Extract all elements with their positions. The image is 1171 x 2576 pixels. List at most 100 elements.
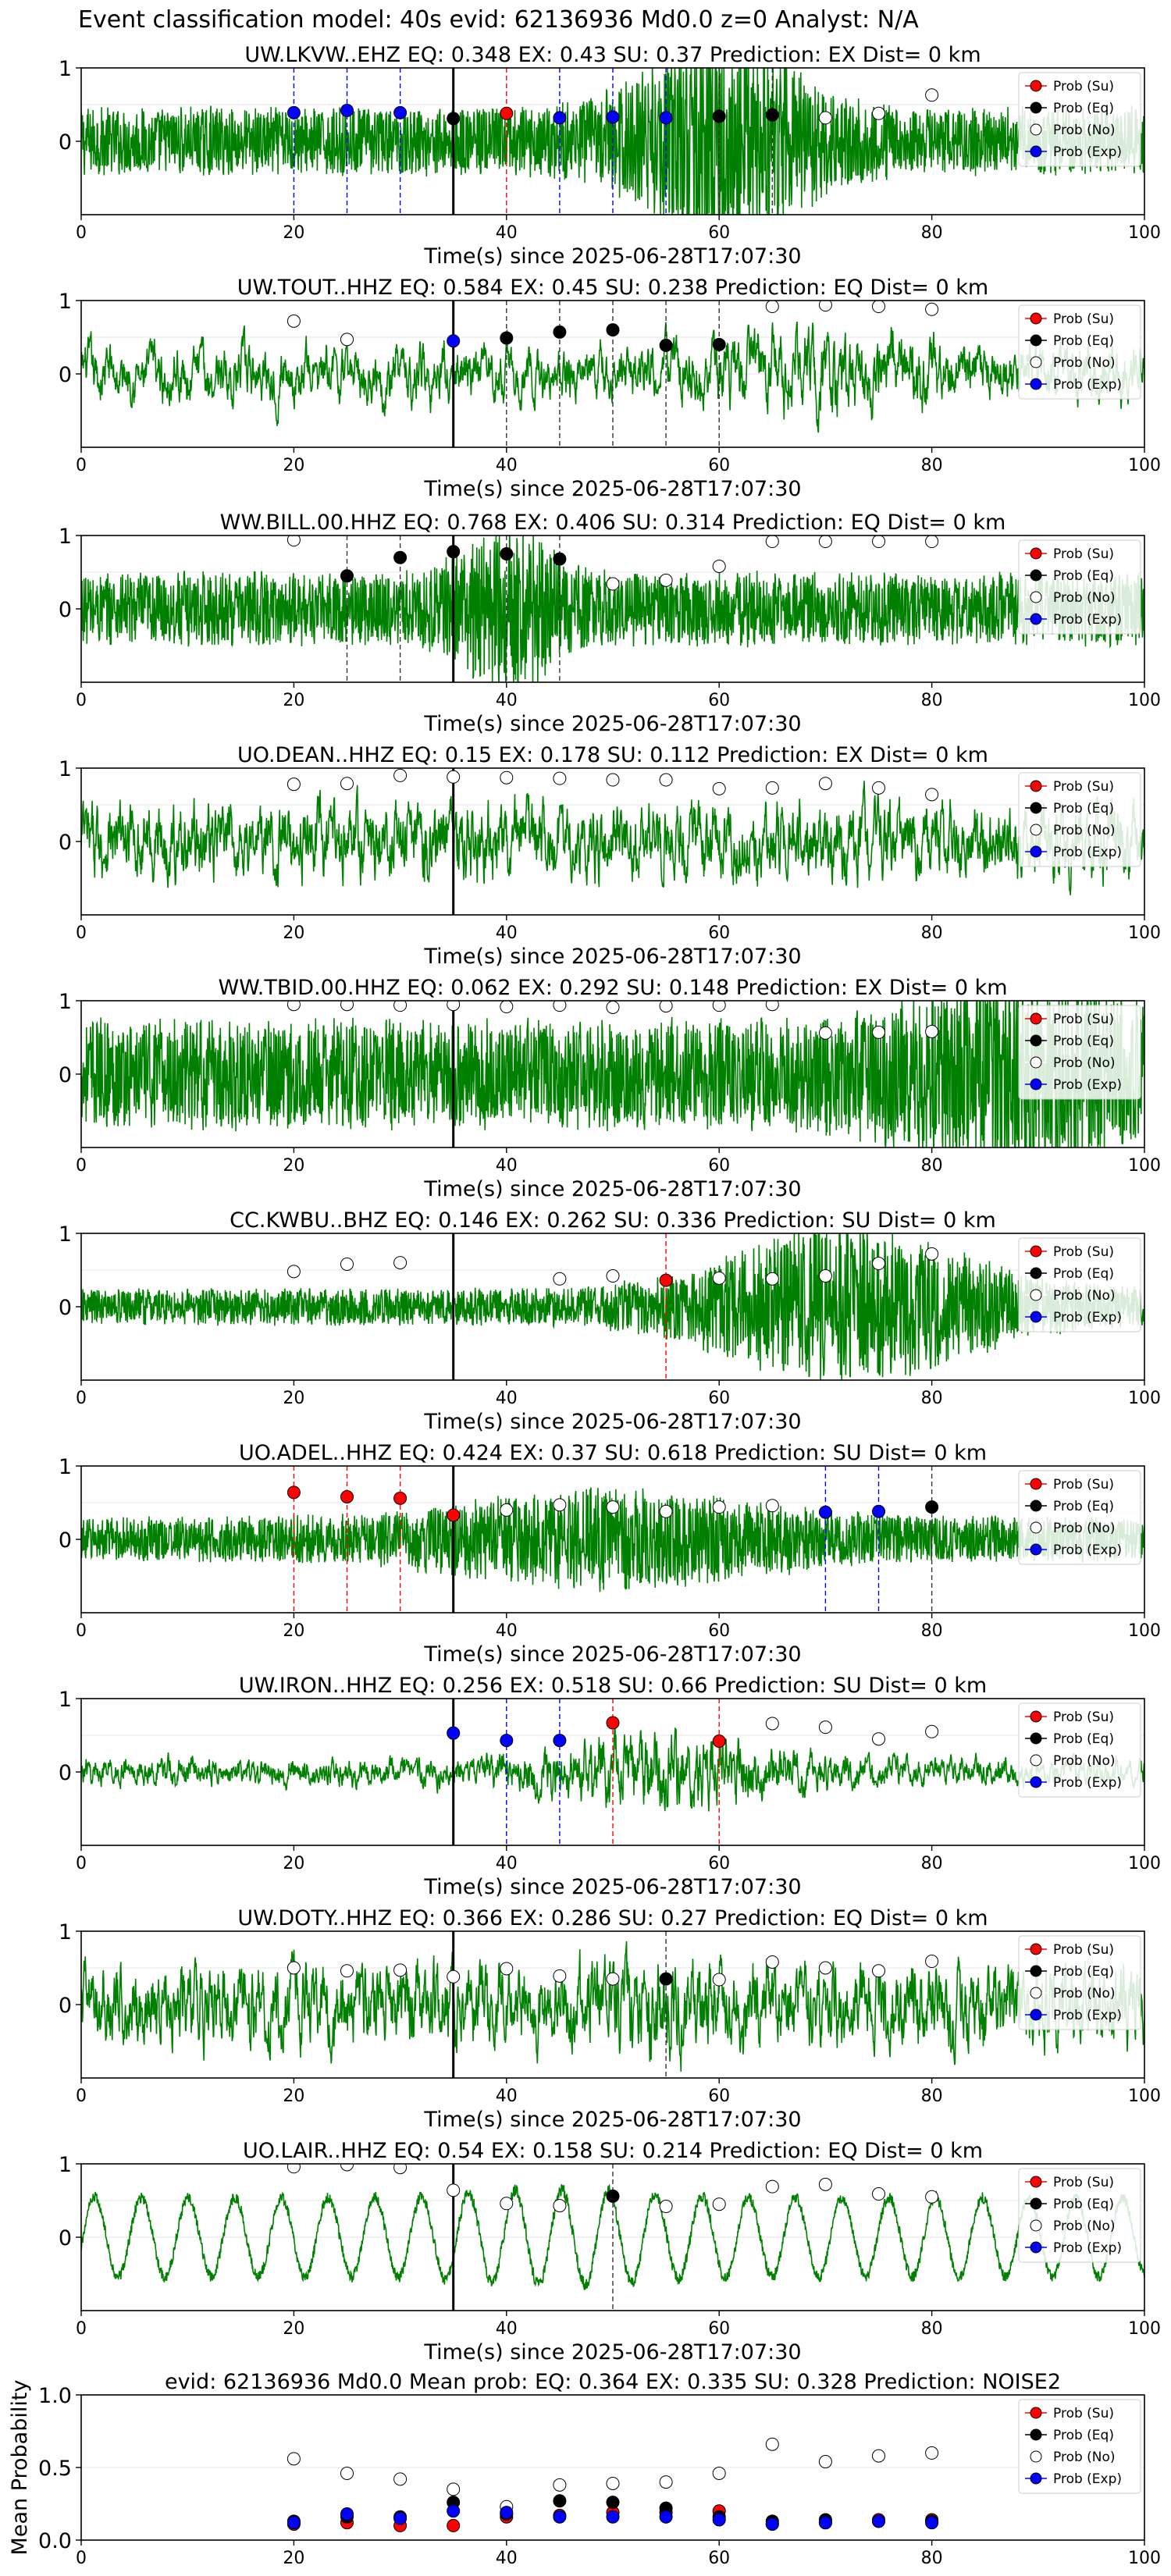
chart-title: CC.KWBU..BHZ EQ: 0.146 EX: 0.262 SU: 0.3… — [230, 1208, 996, 1233]
legend-marker-no — [1030, 1521, 1042, 1534]
plot-area — [81, 535, 1144, 682]
y-tick-label: 0 — [59, 831, 72, 855]
chart-panel-10: UO.LAIR..HHZ EQ: 0.54 EX: 0.158 SU: 0.21… — [59, 2139, 1161, 2364]
prob-point-eq — [393, 550, 408, 564]
legend: Prob (Su) Prob (Eq) Prob (No) Prob (Exp) — [1018, 2399, 1141, 2494]
chart-panel-2: UW.TOUT..HHZ EQ: 0.584 EX: 0.45 SU: 0.23… — [59, 276, 1161, 501]
legend-box — [1018, 1237, 1141, 1332]
waveform-trace — [81, 321, 1144, 433]
prob-point-no — [872, 1964, 885, 1978]
legend-label: Prob (Exp) — [1053, 612, 1122, 628]
prob-point-exp — [818, 1505, 832, 1519]
chart-title: UW.DOTY..HHZ EQ: 0.366 EX: 0.286 SU: 0.2… — [237, 1906, 988, 1930]
prob-point-eq — [606, 323, 620, 337]
legend-box — [1018, 539, 1141, 635]
legend-marker-eq — [1030, 569, 1042, 582]
x-tick-label: 80 — [921, 456, 943, 475]
plot-area — [81, 2164, 1144, 2311]
waveform-trace — [81, 1725, 1144, 1812]
x-tick-label: 60 — [708, 1389, 730, 1408]
prob-point-no — [765, 535, 779, 549]
legend-label: Prob (Exp) — [1053, 1775, 1122, 1791]
x-tick-label: 60 — [708, 923, 730, 943]
legend-label: Prob (Eq) — [1053, 1731, 1114, 1747]
y-tick-label: 0 — [59, 1296, 72, 1320]
x-tick-label: 80 — [921, 691, 943, 710]
x-tick-label: 60 — [708, 1621, 730, 1641]
chart-title: UW.LKVW..EHZ EQ: 0.348 EX: 0.43 SU: 0.37… — [244, 43, 981, 67]
prob-point-no — [765, 1955, 779, 1969]
prob-point-no — [393, 1001, 408, 1012]
legend-label: Prob (Eq) — [1053, 333, 1114, 349]
legend-box — [1018, 304, 1141, 400]
legend-marker-exp — [1030, 145, 1042, 158]
legend-marker-eq — [1030, 334, 1042, 347]
x-tick-label: 20 — [283, 223, 304, 243]
prob-point-no — [606, 577, 620, 591]
mean-point-no — [659, 2475, 673, 2489]
prob-point-no — [553, 1969, 567, 1983]
x-axis-label: Time(s) since 2025-06-28T17:07:30 — [423, 1642, 801, 1667]
prob-point-no — [553, 771, 567, 785]
legend-marker-no — [1030, 1056, 1042, 1069]
prob-point-eq — [553, 325, 567, 339]
chart-title: WW.BILL.00.HHZ EQ: 0.768 EX: 0.406 SU: 0… — [220, 511, 1006, 535]
mean-point-no — [287, 2452, 301, 2466]
prob-point-no — [447, 1001, 461, 1012]
legend: Prob (Su) Prob (Eq) Prob (No) Prob (Exp) — [1018, 1005, 1141, 1100]
x-tick-label: 0 — [76, 2319, 87, 2339]
y-tick-label: 1 — [59, 525, 72, 549]
y-tick-label: 0 — [59, 1761, 72, 1785]
chart-title: UO.ADEL..HHZ EQ: 0.424 EX: 0.37 SU: 0.61… — [239, 1441, 987, 1465]
mean-point-eq — [553, 2494, 567, 2508]
prob-point-no — [872, 1025, 885, 1039]
x-tick-label: 0 — [76, 1854, 87, 1873]
prob-point-no — [287, 1265, 301, 1279]
prob-point-no — [765, 301, 779, 314]
legend-label: Prob (Su) — [1053, 2175, 1114, 2190]
chart-title: evid: 62136936 Md0.0 Mean prob: EQ: 0.36… — [165, 2370, 1061, 2394]
legend-marker-eq — [1030, 1034, 1042, 1047]
chart-panel-5: WW.TBID.00.HHZ EQ: 0.062 EX: 0.292 SU: 0… — [59, 976, 1161, 1201]
legend-label: Prob (Su) — [1053, 1012, 1114, 1027]
prob-point-no — [765, 2179, 779, 2194]
x-tick-label: 40 — [496, 223, 518, 243]
legend-label: Prob (Su) — [1053, 1244, 1114, 1260]
prob-point-no — [606, 773, 620, 787]
legend-marker-su — [1030, 2407, 1042, 2419]
x-tick-label: 0 — [76, 923, 87, 943]
prob-point-no — [765, 1272, 779, 1286]
mean-point-exp — [765, 2517, 779, 2532]
chart-panel-3: WW.BILL.00.HHZ EQ: 0.768 EX: 0.406 SU: 0… — [59, 511, 1161, 736]
legend-marker-no — [1030, 1987, 1042, 1999]
y-tick-label: 0 — [59, 1528, 72, 1553]
mean-point-exp — [818, 2516, 832, 2530]
x-tick-label: 100 — [1128, 456, 1161, 475]
y-tick-label: 1 — [59, 990, 72, 1014]
mean-point-no — [393, 2472, 408, 2486]
prob-point-exp — [606, 110, 620, 124]
chart-panel-9: UW.DOTY..HHZ EQ: 0.366 EX: 0.286 SU: 0.2… — [59, 1906, 1161, 2132]
x-axis-label: Time(s) since 2025-06-28T17:07:30 — [423, 712, 801, 736]
legend-label: Prob (Exp) — [1053, 1542, 1122, 1558]
prob-point-no — [340, 1964, 354, 1978]
y-tick-label: 0 — [59, 1994, 72, 2018]
legend-marker-su — [1030, 2176, 1042, 2188]
legend-label: Prob (Eq) — [1053, 2428, 1114, 2443]
prob-point-no — [712, 1973, 726, 1987]
prob-point-no — [447, 1969, 461, 1984]
x-tick-label: 20 — [283, 2549, 304, 2568]
prob-point-no — [340, 2164, 354, 2172]
legend-label: Prob (Su) — [1053, 546, 1114, 562]
legend-marker-eq — [1030, 1500, 1042, 1512]
prob-point-no — [925, 1024, 939, 1038]
x-tick-label: 80 — [921, 2087, 943, 2106]
x-tick-label: 40 — [496, 2549, 518, 2568]
legend-label: Prob (No) — [1053, 2450, 1116, 2465]
prob-point-eq — [925, 1500, 939, 1514]
legend-label: Prob (No) — [1053, 2218, 1116, 2234]
plot-area — [81, 68, 1144, 215]
y-tick-label: 1 — [59, 1222, 72, 1247]
x-tick-label: 100 — [1128, 1854, 1161, 1873]
prob-point-no — [712, 1001, 726, 1012]
